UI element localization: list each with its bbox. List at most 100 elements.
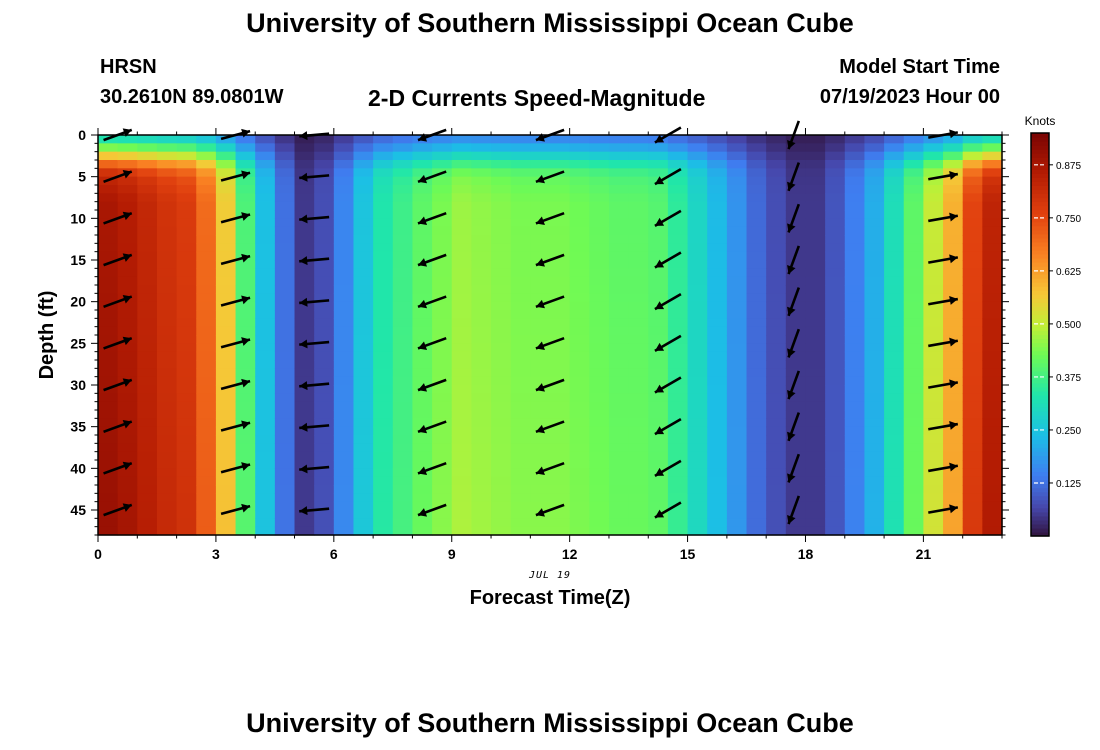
heatmap-cell [962, 393, 983, 403]
heatmap-cell [864, 418, 885, 428]
heatmap-cell [432, 143, 453, 153]
heatmap-cell [608, 226, 630, 236]
heatmap-cell [255, 360, 276, 369]
heatmap-cell [962, 360, 983, 369]
heatmap-cell [373, 426, 394, 436]
heatmap-cell [864, 218, 885, 228]
heatmap-cell [196, 351, 217, 361]
heatmap-cell [156, 301, 178, 311]
heatmap-cell [215, 235, 237, 244]
heatmap-cell [235, 360, 256, 369]
heatmap-cell [215, 201, 237, 211]
heatmap-cell [569, 193, 590, 203]
heatmap-cell [196, 285, 217, 294]
heatmap-cell [314, 451, 335, 461]
heatmap-cell [589, 243, 610, 253]
heatmap-cell [766, 243, 787, 253]
heatmap-cell [471, 343, 492, 353]
heatmap-cell [274, 185, 296, 194]
heatmap-cell [923, 485, 944, 494]
heatmap-cell [294, 176, 315, 186]
heatmap-cell [491, 285, 512, 294]
heatmap-cell [98, 251, 119, 261]
heatmap-cell [962, 351, 983, 361]
heatmap-cell [726, 301, 748, 311]
heatmap-cell [491, 410, 512, 419]
heatmap-cell [982, 393, 1003, 403]
heatmap-cell [176, 135, 197, 144]
heatmap-cell [137, 293, 158, 303]
heatmap-cell [648, 243, 669, 253]
heatmap-cell [235, 176, 256, 186]
vector-arrow [535, 461, 565, 475]
heatmap-cell [392, 468, 414, 478]
heatmap-cell [294, 285, 315, 294]
heatmap-cell [943, 276, 964, 286]
vector-arrow [299, 297, 330, 307]
heatmap-cell [491, 185, 512, 194]
heatmap-cell [156, 410, 178, 419]
colorbar-tick-label: 0.500 [1056, 320, 1081, 331]
heatmap-cell [726, 460, 748, 469]
heatmap-cell [707, 318, 728, 328]
heatmap-cell [805, 360, 826, 369]
vector-arrow [928, 171, 959, 181]
heatmap-cell [962, 210, 983, 219]
heatmap-cell [903, 410, 924, 419]
heatmap-cell [962, 426, 983, 436]
heatmap-cell [451, 385, 472, 394]
heatmap-cell [648, 326, 669, 336]
heatmap-cell [687, 243, 708, 253]
heatmap-cell [215, 218, 237, 228]
y-tick-label: 35 [70, 419, 86, 435]
heatmap-cell [746, 276, 767, 286]
heatmap-cell [785, 301, 807, 311]
heatmap-cell [491, 351, 512, 361]
heatmap-cell [314, 476, 335, 486]
heatmap-cell [785, 393, 807, 403]
heatmap-cell [491, 326, 512, 336]
heatmap-cell [156, 343, 178, 353]
heatmap-cell [805, 343, 826, 353]
colorbar-segment [1031, 366, 1049, 372]
heatmap-cell [746, 185, 767, 194]
heatmap-cell [884, 151, 905, 161]
vector-head [299, 256, 308, 266]
heatmap-cell [707, 526, 728, 536]
heatmap-cell [392, 210, 414, 219]
heatmap-cell [392, 368, 414, 378]
heatmap-cell [943, 135, 964, 144]
heatmap-cell [353, 343, 374, 353]
colorbar-segment [1031, 342, 1049, 348]
heatmap-cell [589, 485, 610, 494]
heatmap-cell [707, 418, 728, 428]
heatmap-cell [176, 251, 197, 261]
heatmap-cell [785, 360, 807, 369]
heatmap-cell [117, 176, 138, 186]
heatmap-cell [294, 418, 315, 428]
colorbar-segment [1031, 161, 1049, 166]
heatmap-cell [451, 226, 472, 236]
heatmap-cell [550, 510, 571, 519]
heatmap-cell [943, 426, 964, 436]
heatmap-cell [962, 368, 983, 378]
vector-head [949, 129, 958, 139]
heatmap-cell [294, 218, 315, 228]
heatmap-cell [589, 385, 610, 394]
heatmap-cell [805, 235, 826, 244]
heatmap-cell [569, 326, 590, 336]
heatmap-cell [628, 143, 649, 153]
heatmap-cell [648, 518, 669, 528]
heatmap-cell [589, 226, 610, 236]
heatmap-cell [156, 293, 178, 303]
heatmap-cell [667, 376, 689, 386]
heatmap-cell [943, 318, 964, 328]
heatmap-cell [530, 451, 551, 461]
heatmap-cell [451, 268, 472, 278]
heatmap-cell [215, 301, 237, 311]
colorbar-segment [1031, 479, 1049, 485]
heatmap-cell [707, 460, 728, 469]
heatmap-cell [196, 510, 217, 519]
heatmap-cell [805, 435, 826, 444]
heatmap-cell [667, 243, 689, 253]
